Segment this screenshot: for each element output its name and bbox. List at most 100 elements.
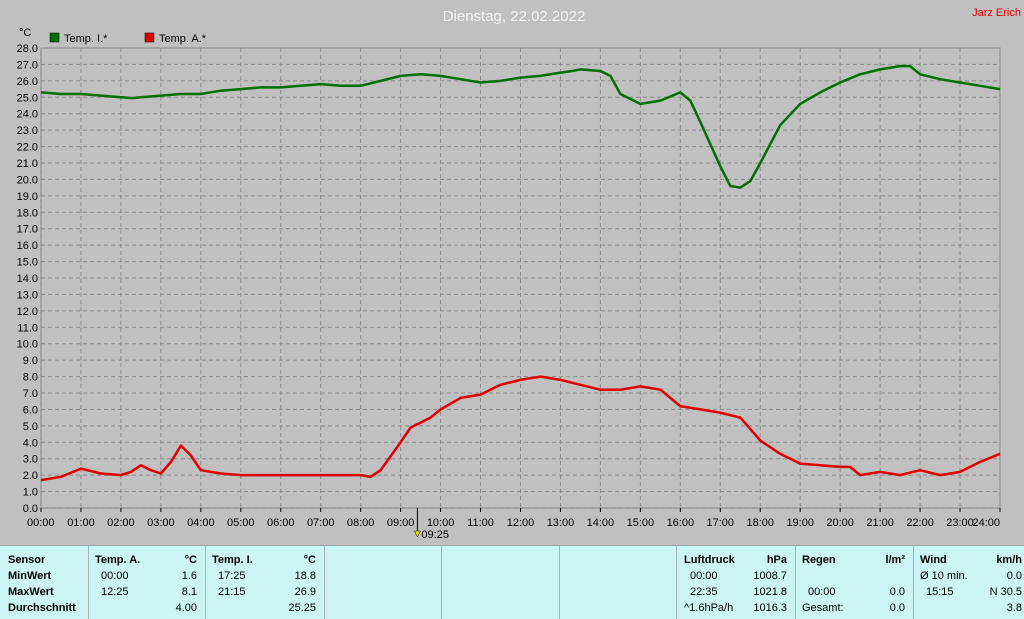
x-tick-label: 02:00: [107, 517, 135, 529]
x-tick-label: 16:00: [667, 517, 695, 529]
stats-wind-column: Wind km/h Ø 10 min. 0.0 15:15 N 30.5 3.8: [914, 546, 1024, 619]
x-tick-label: 08:00: [347, 517, 375, 529]
y-tick-label: 8.0: [23, 372, 38, 384]
author-label: Jarz Erich: [972, 7, 1021, 19]
y-tick-label: 23.0: [17, 125, 38, 137]
y-tick-label: 22.0: [17, 142, 38, 154]
marker-icon: [414, 531, 420, 537]
y-tick-label: 12.0: [17, 306, 38, 318]
stats-luftdruck-column: Luftdruck hPa 00:00 1008.7 22:35 1021.8 …: [677, 546, 796, 619]
y-tick-label: 9.0: [23, 355, 38, 367]
x-tick-label: 22:00: [906, 517, 934, 529]
y-tick-label: 17.0: [17, 224, 38, 236]
y-tick-label: 3.0: [23, 454, 38, 466]
wind-max-value: N 30.5: [990, 585, 1022, 599]
x-tick-label: 13:00: [547, 517, 575, 529]
y-tick-label: 4.0: [23, 437, 38, 449]
x-tick-label: 04:00: [187, 517, 215, 529]
regen-header: Regen: [802, 553, 836, 567]
wind-other-value: 3.8: [1007, 601, 1022, 615]
temp-a-avg-value: 4.00: [176, 601, 197, 615]
temp-i-min-time: 17:25: [218, 569, 246, 583]
wind-header: Wind: [920, 553, 947, 567]
x-tick-label: 18:00: [746, 517, 774, 529]
y-tick-label: 10.0: [17, 339, 38, 351]
wind-max-time: 15:15: [926, 585, 954, 599]
luftdruck-min-time: 00:00: [690, 569, 718, 583]
stats-temp-a-column: Temp. A. °C 00:00 1.6 12:25 8.1 4.00: [89, 546, 206, 619]
x-tick-label: 07:00: [307, 517, 335, 529]
y-axis-ticks: 0.01.02.03.04.05.06.07.08.09.010.011.012…: [17, 43, 38, 515]
regen-value: 0.0: [890, 585, 905, 599]
temp-a-unit: °C: [185, 553, 197, 567]
x-axis-ticks: 00:00 01:00 02:00 03:00 04:00 05:00 06:00 07:00…: [27, 508, 1000, 529]
regen-total-value: 0.0: [890, 601, 905, 615]
y-tick-label: 13.0: [17, 289, 38, 301]
luftdruck-header: Luftdruck: [684, 553, 735, 567]
temp-a-max-value: 8.1: [182, 585, 197, 599]
legend-label: Temp. A.*: [159, 33, 207, 45]
wind-unit: km/h: [996, 553, 1022, 567]
sensor-header: Sensor: [8, 553, 45, 567]
luftdruck-trend-value: 1016.3: [753, 601, 787, 615]
y-tick-label: 6.0: [23, 404, 38, 416]
y-tick-label: 5.0: [23, 421, 38, 433]
marker-label: 09:25: [421, 529, 449, 541]
y-tick-label: 26.0: [17, 76, 38, 88]
y-tick-label: 21.0: [17, 158, 38, 170]
y-tick-label: 11.0: [17, 322, 38, 334]
luftdruck-max-time: 22:35: [690, 585, 718, 599]
stats-temp-i-column: Temp. I. °C 17:25 18.8 21:15 26.9 25.25: [206, 546, 325, 619]
temp-a-header: Temp. A.: [95, 553, 140, 567]
x-tick-label: 24:00: [972, 517, 1000, 529]
x-tick-label: 17:00: [707, 517, 735, 529]
y-tick-label: 2.0: [23, 470, 38, 482]
y-tick-label: 15.0: [17, 257, 38, 269]
y-axis-unit-label: °C: [19, 27, 31, 39]
wind-avg-value: 0.0: [1007, 569, 1022, 583]
y-tick-label: 19.0: [17, 191, 38, 203]
luftdruck-unit: hPa: [767, 553, 787, 567]
temp-a-min-value: 1.6: [182, 569, 197, 583]
chart-legend: Temp. I.*Temp. A.*: [50, 33, 207, 45]
y-tick-label: 18.0: [17, 207, 38, 219]
stats-empty-column-1: [325, 546, 442, 619]
stats-panel: Sensor MinWert MaxWert Durchschnitt Temp…: [0, 545, 1024, 619]
stats-empty-column-3: [560, 546, 677, 619]
temp-i-avg-value: 25.25: [288, 601, 316, 615]
max-label: MaxWert: [8, 585, 54, 599]
x-tick-label: 20:00: [826, 517, 854, 529]
y-tick-label: 1.0: [23, 487, 38, 499]
min-label: MinWert: [8, 569, 51, 583]
y-tick-label: 27.0: [17, 59, 38, 71]
x-tick-label: 01:00: [67, 517, 95, 529]
x-tick-label: 06:00: [267, 517, 295, 529]
regen-unit: l/m²: [885, 553, 905, 567]
temp-i-unit: °C: [304, 553, 316, 567]
temp-i-header: Temp. I.: [212, 553, 253, 567]
x-tick-label: 21:00: [866, 517, 894, 529]
x-tick-label: 23:00: [946, 517, 974, 529]
x-tick-label: 09:00: [387, 517, 415, 529]
x-tick-label: 05:00: [227, 517, 255, 529]
stats-labels-column: Sensor MinWert MaxWert Durchschnitt: [0, 546, 89, 619]
stats-regen-column: Regen l/m² 00:00 0.0 Gesamt: 0.0: [796, 546, 914, 619]
y-tick-label: 16.0: [17, 240, 38, 252]
x-tick-label: 14:00: [587, 517, 615, 529]
x-tick-label: 00:00: [27, 517, 55, 529]
x-tick-label: 03:00: [147, 517, 175, 529]
temp-i-min-value: 18.8: [295, 569, 316, 583]
chart-grid: [41, 48, 1000, 508]
regen-time: 00:00: [808, 585, 836, 599]
avg-label: Durchschnitt: [8, 601, 76, 615]
luftdruck-trend: ^1.6hPa/h: [684, 601, 733, 615]
x-tick-label: 15:00: [627, 517, 655, 529]
x-tick-label: 12:00: [507, 517, 535, 529]
stats-empty-column-2: [442, 546, 560, 619]
wind-avg-label: Ø 10 min.: [920, 569, 968, 583]
y-tick-label: 0.0: [23, 503, 38, 515]
temp-i-max-value: 26.9: [295, 585, 316, 599]
temp-i-max-time: 21:15: [218, 585, 246, 599]
temp-a-min-time: 00:00: [101, 569, 129, 583]
legend-swatch: [50, 33, 59, 42]
